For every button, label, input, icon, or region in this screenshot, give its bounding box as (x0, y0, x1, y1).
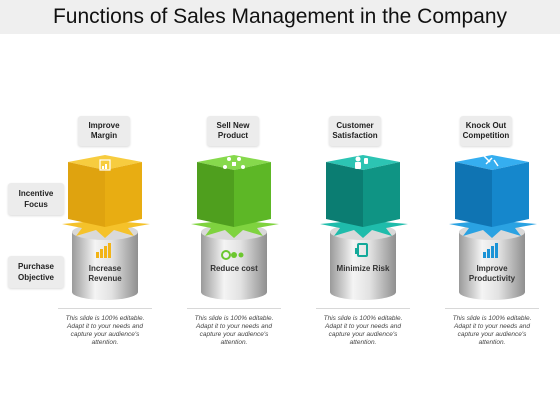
separator (445, 308, 539, 309)
column-1-description: This slide is 100% editable. Adapt it to… (65, 315, 145, 346)
thumbs-up-person-icon (355, 156, 368, 169)
column-4-description: This slide is 100% editable. Adapt it to… (452, 315, 532, 346)
row-label-incentive: Incentive Focus (8, 183, 64, 215)
title-bar: Functions of Sales Management in the Com… (0, 0, 560, 34)
column-3-description: This slide is 100% editable. Adapt it to… (323, 315, 403, 346)
cube (197, 155, 271, 227)
col-label-knock-out-competition: Knock Out Competition (460, 116, 512, 146)
growth-chart-icon (483, 243, 498, 258)
page-title: Functions of Sales Management in the Com… (52, 5, 508, 28)
separator (187, 308, 281, 309)
cylinder-label-reduce-cost: Reduce cost (210, 264, 258, 273)
separator (58, 308, 152, 309)
col-label-sell-new-product: Sell New Product (207, 116, 259, 146)
network-icon (223, 157, 245, 169)
burst-icon (483, 155, 499, 167)
column-3-graphic (320, 155, 408, 300)
col-label-improve-margin: Improve Margin (78, 116, 130, 146)
cube (326, 155, 400, 227)
separator (316, 308, 410, 309)
row-label-purchase: Purchase Objective (8, 256, 64, 288)
column-4-graphic (449, 155, 537, 300)
cylinder-label-increase-revenue: Increase Revenue (88, 264, 122, 283)
column-2-description: This slide is 100% editable. Adapt it to… (194, 315, 274, 346)
column-2-graphic (191, 155, 279, 300)
col-label-customer-satisfaction: Customer Satisfaction (329, 116, 381, 146)
cylinder-label-minimize-risk: Minimize Risk (336, 264, 390, 273)
shield-icon (355, 243, 368, 257)
cube (455, 155, 529, 227)
coins-icon (221, 250, 244, 260)
chart-icon (99, 159, 111, 171)
cylinder-label-improve-productivity: Improve Productivity (468, 264, 516, 283)
cube (68, 155, 142, 227)
bar-chart-icon (96, 243, 111, 258)
column-1-graphic (62, 155, 150, 300)
